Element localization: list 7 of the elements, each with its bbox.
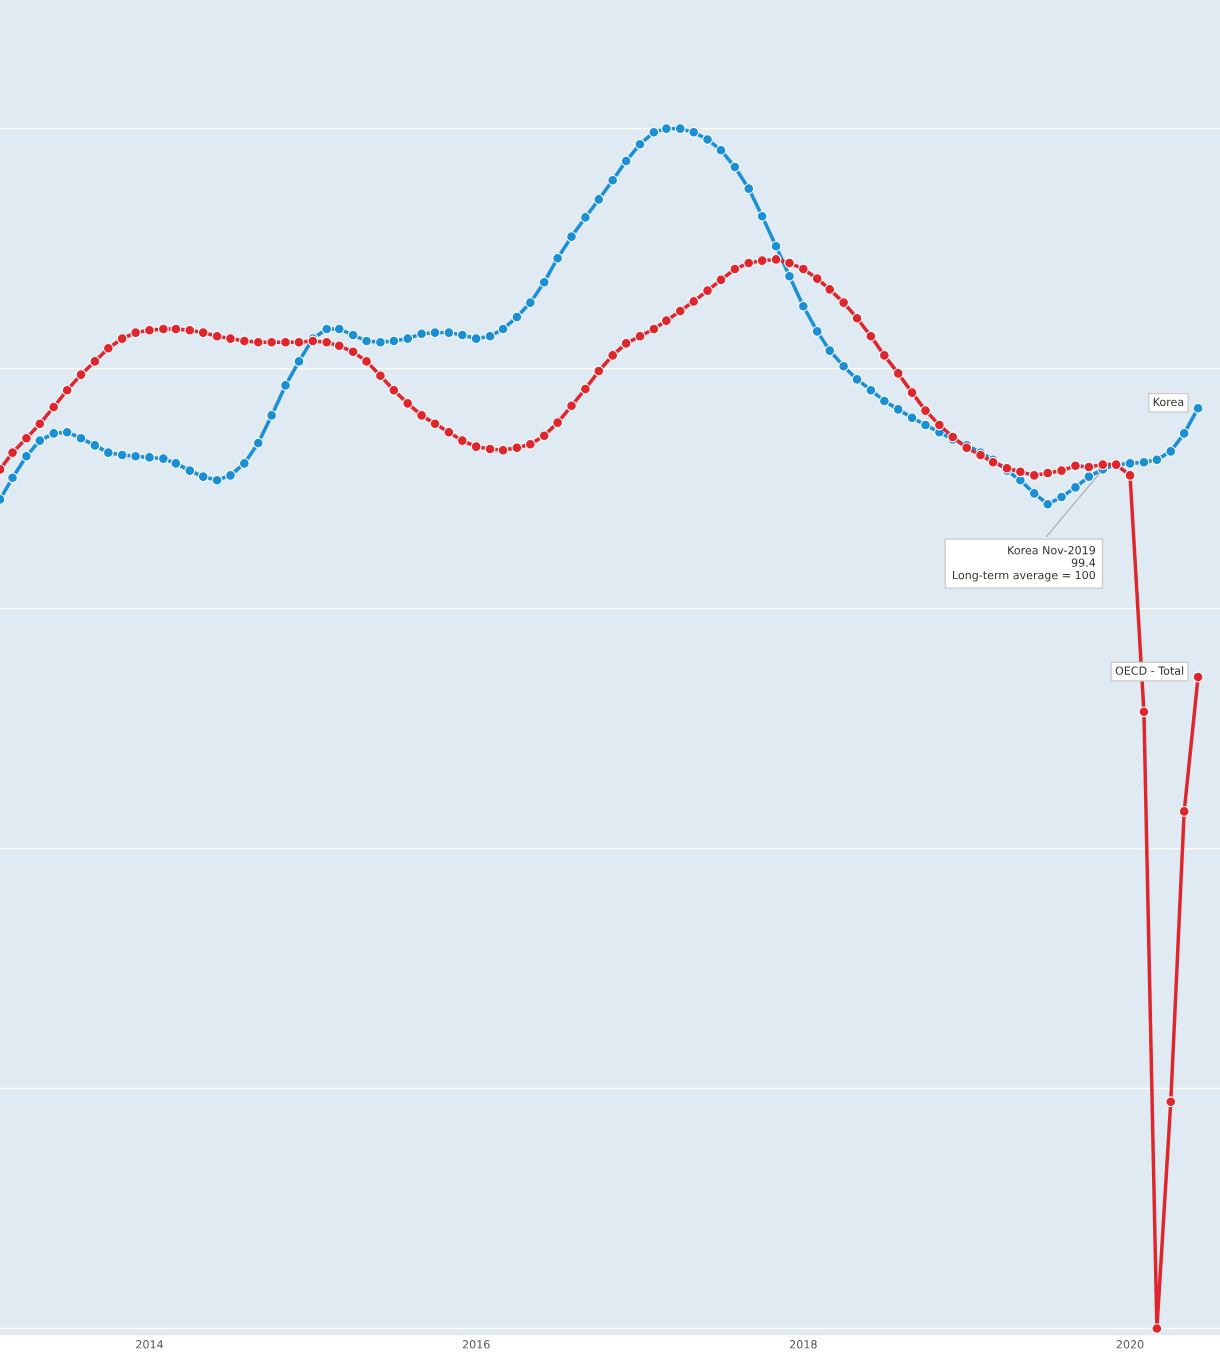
x-tick-label: 2014 — [136, 1340, 163, 1349]
x-tick-label: 2018 — [790, 1340, 817, 1349]
annotation: Korea Nov-2019 99.4 Long-term average = 100 — [953, 545, 1096, 582]
series-label: Korea — [1153, 397, 1184, 407]
series-label: OECD - Total — [1115, 666, 1184, 675]
x-tick-label: 2020 — [1116, 1340, 1144, 1349]
x-tick-label: 2016 — [462, 1340, 490, 1349]
